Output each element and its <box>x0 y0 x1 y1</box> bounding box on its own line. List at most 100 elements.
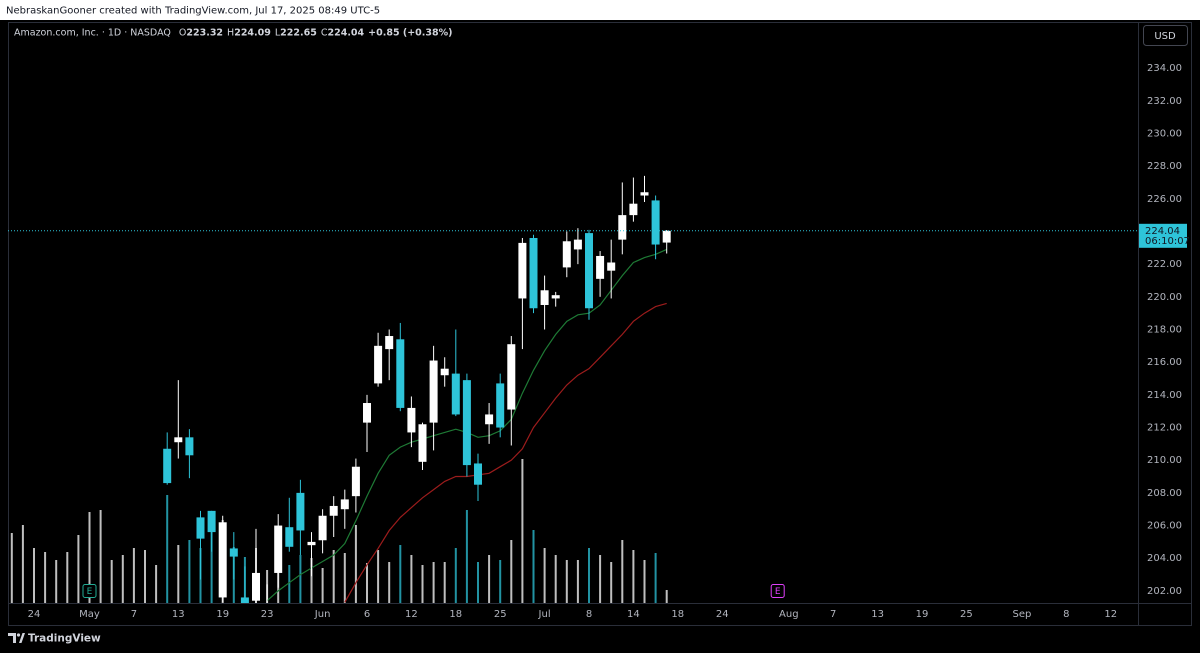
y-tick-label: 220.00 <box>1147 292 1182 303</box>
volume-bar <box>610 562 613 603</box>
volume-bar <box>310 558 313 603</box>
volume-bar <box>388 562 391 603</box>
volume-bar <box>488 555 491 603</box>
event-label: E <box>775 587 781 597</box>
volume-bar <box>410 555 413 603</box>
volume-bar <box>188 540 191 603</box>
candle-body <box>307 541 316 546</box>
candle-body <box>418 424 427 462</box>
x-tick-label: Jul <box>538 609 551 620</box>
y-tick-label: 204.00 <box>1147 553 1182 564</box>
y-tick-label: 232.00 <box>1147 96 1182 107</box>
currency-label[interactable]: USD <box>1154 31 1176 42</box>
candle-body <box>618 215 627 240</box>
volume-bar <box>332 550 335 603</box>
candle-body <box>596 255 605 279</box>
x-tick-label: 13 <box>871 609 884 620</box>
volume-bar <box>421 565 424 603</box>
currency-button[interactable] <box>1143 25 1188 46</box>
candle-body <box>640 192 649 196</box>
x-tick-label: 19 <box>916 609 929 620</box>
volume-bar <box>343 553 346 603</box>
x-tick-label: Sep <box>1012 609 1031 620</box>
volume-bar <box>399 545 402 603</box>
volume-bar <box>210 525 213 603</box>
volume-bar <box>44 552 47 603</box>
y-tick-label: 202.00 <box>1147 586 1182 597</box>
candle-body <box>607 262 616 271</box>
volume-bar <box>654 553 657 603</box>
ohlc-value: 222.65 <box>280 28 317 39</box>
logo-dot <box>16 633 21 637</box>
volume-bar <box>443 562 446 603</box>
x-tick-label: 7 <box>131 609 137 620</box>
candle-body <box>351 466 360 497</box>
candle-body <box>340 499 349 510</box>
ohlc-label: L <box>275 28 281 39</box>
volume-bar <box>565 560 568 603</box>
volume-bar <box>55 560 58 603</box>
candle-body <box>462 380 471 466</box>
candle-body <box>196 517 205 539</box>
event-label: E <box>87 587 93 597</box>
volume-bar <box>499 560 502 603</box>
y-tick-label: 218.00 <box>1147 324 1182 335</box>
ohlc-label: O <box>179 28 186 39</box>
price-tag <box>1139 223 1187 248</box>
x-tick-label: 7 <box>830 609 836 620</box>
volume-bar <box>521 459 524 603</box>
ohlc-value: 224.04 <box>327 28 364 39</box>
candle-body <box>363 403 371 423</box>
y-tick-label: 228.00 <box>1147 161 1182 172</box>
candle-body <box>629 203 638 216</box>
volume-bar <box>88 512 91 603</box>
candle-body <box>474 463 482 485</box>
x-tick-label: 12 <box>405 609 418 620</box>
candle-body <box>385 336 394 350</box>
volume-bar <box>576 560 579 603</box>
x-tick-label: 25 <box>494 609 507 620</box>
candle-body <box>174 437 183 443</box>
volume-bar <box>432 562 435 603</box>
candle-body <box>651 200 660 245</box>
candle-body <box>274 525 283 573</box>
candle-body <box>540 290 549 305</box>
candle-body <box>218 522 227 598</box>
logo-text: TradingView <box>28 633 101 645</box>
volume-bar <box>532 530 535 603</box>
candle-body <box>551 295 560 299</box>
x-tick-label: 14 <box>627 609 640 620</box>
candle-body <box>662 230 671 243</box>
volume-bar <box>33 548 35 603</box>
ohlc-label: H <box>227 28 234 39</box>
y-tick-label: 222.00 <box>1147 259 1182 270</box>
creator-note: NebraskanGooner created with TradingView… <box>6 6 380 17</box>
volume-bar <box>554 555 557 603</box>
chart-frame <box>8 22 1192 626</box>
volume-bar <box>299 555 302 603</box>
y-tick-label: 206.00 <box>1147 521 1182 532</box>
x-tick-label: 8 <box>586 609 592 620</box>
x-tick-label: 6 <box>364 609 370 620</box>
footer-logo: TradingView <box>8 633 101 645</box>
volume-bar <box>377 550 380 603</box>
candle-body <box>518 242 527 299</box>
x-tick-label: Jun <box>314 609 331 620</box>
y-tick-label: 234.00 <box>1147 63 1182 74</box>
candle-body <box>407 407 416 433</box>
volume-bar <box>477 562 479 603</box>
candle-body <box>285 527 294 547</box>
x-tick-label: 18 <box>671 609 684 620</box>
plot-area <box>8 175 1138 603</box>
volume-bar <box>10 533 13 603</box>
candle-body <box>185 437 194 456</box>
candle-body <box>562 241 571 268</box>
candle-body <box>529 237 538 309</box>
candle-body <box>573 239 582 250</box>
x-tick-label: 19 <box>216 609 229 620</box>
volume-bar <box>121 555 124 603</box>
y-tick-label: 212.00 <box>1147 423 1182 434</box>
volume-bar <box>144 550 146 603</box>
top-banner <box>0 0 1200 20</box>
volume-bar <box>632 550 635 603</box>
